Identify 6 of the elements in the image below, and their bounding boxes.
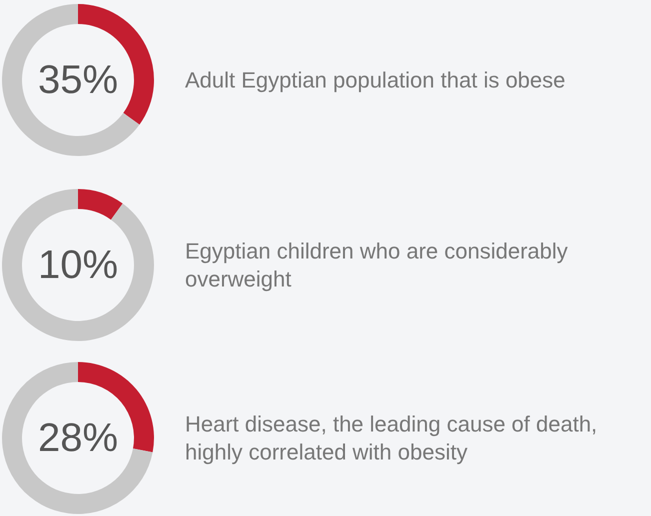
data-label: 35% [38,58,118,102]
text: Heart disease, the leading cause of death, highly correlated with obesity [185,412,604,464]
text: Adult Egyptian population that is obese [185,68,566,92]
text: Egyptian children who are considerably overweight [185,238,574,292]
data-label: 28% [38,416,118,460]
data-label: 10% [38,243,118,287]
